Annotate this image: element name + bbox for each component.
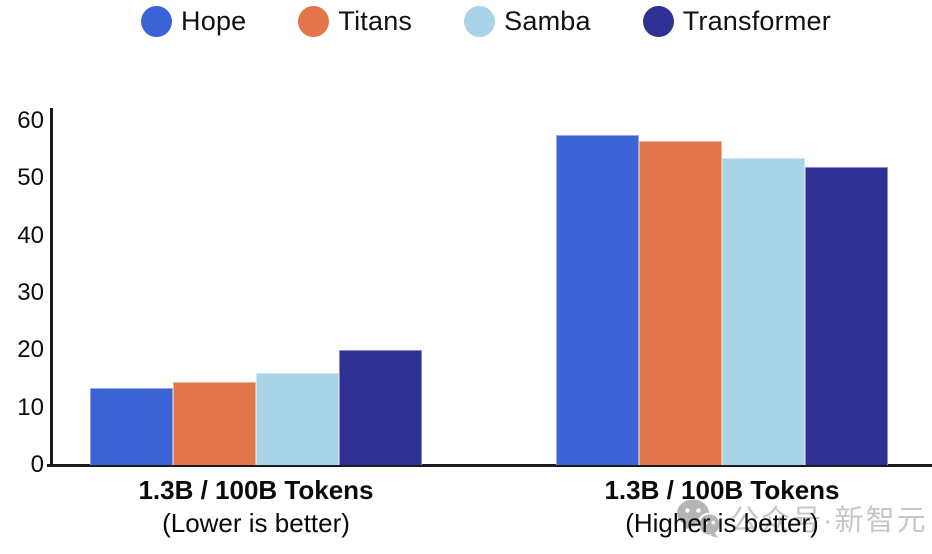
group-title: 1.3B / 100B Tokens	[138, 475, 374, 505]
legend-dot-samba	[464, 6, 496, 37]
legend-label: Samba	[504, 6, 591, 36]
group-label-1: 1.3B / 100B Tokens (Lower is better)	[66, 474, 446, 540]
bar-samba-group1	[256, 373, 339, 465]
bar-transformer-group1	[339, 350, 422, 465]
y-tick-60: 60	[17, 107, 44, 134]
legend: Hope Titans Samba Transformer	[0, 6, 932, 37]
x-axis	[47, 464, 932, 467]
legend-item-titans: Titans	[298, 6, 412, 37]
bar-hope-group2	[556, 135, 639, 465]
legend-label: Hope	[181, 6, 247, 36]
group-subtitle: (Higher is better)	[625, 508, 819, 538]
bar-hope-group1	[90, 387, 173, 465]
bar-titans-group2	[639, 141, 722, 465]
legend-dot-transformer	[642, 6, 674, 37]
legend-label: Titans	[338, 6, 413, 36]
y-tick-50: 50	[17, 164, 44, 192]
y-axis	[50, 108, 53, 467]
legend-label: Transformer	[682, 6, 831, 36]
group-label-2: 1.3B / 100B Tokens (Higher is better)	[532, 474, 912, 540]
legend-item-samba: Samba	[464, 6, 591, 37]
y-tick-20: 20	[17, 336, 44, 364]
y-tick-40: 40	[17, 221, 44, 249]
legend-dot-hope	[141, 6, 173, 37]
y-tick-30: 30	[17, 279, 44, 306]
bar-samba-group2	[722, 158, 805, 465]
legend-dot-titans	[298, 6, 330, 37]
bar-titans-group1	[173, 381, 256, 465]
legend-item-transformer: Transformer	[642, 6, 831, 37]
bar-transformer-group2	[805, 166, 888, 465]
legend-item-hope: Hope	[141, 6, 246, 37]
group-title: 1.3B / 100B Tokens	[604, 475, 840, 505]
y-tick-0: 0	[30, 451, 44, 478]
group-subtitle: (Lower is better)	[162, 508, 350, 538]
y-tick-10: 10	[17, 393, 44, 421]
